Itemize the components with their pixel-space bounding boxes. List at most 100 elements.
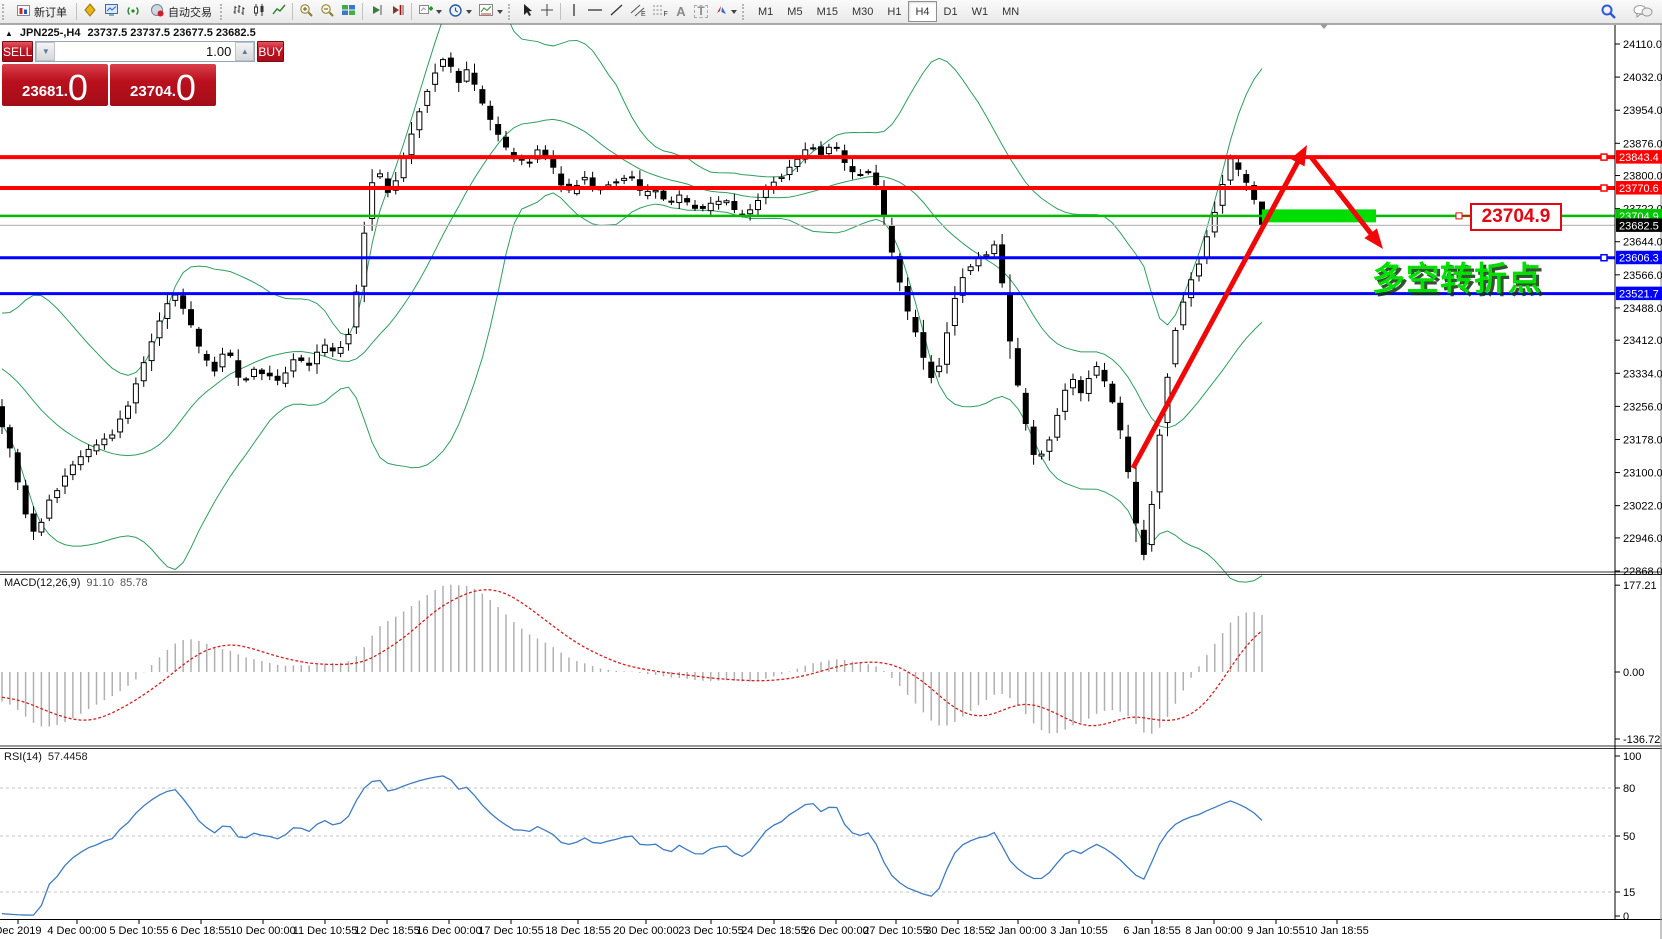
- svg-text:E: E: [641, 11, 646, 17]
- tf-mn[interactable]: MN: [1002, 5, 1020, 18]
- svg-text:23843.4: 23843.4: [1619, 152, 1659, 164]
- auto-trading-button[interactable]: 自动交易: [144, 2, 218, 21]
- chinese-annotation: 多空转折点: [1372, 260, 1542, 297]
- tf-w1[interactable]: W1: [971, 5, 989, 18]
- svg-text:5 Dec 10:55: 5 Dec 10:55: [109, 925, 168, 937]
- fibonacci-button[interactable]: F: [649, 2, 671, 21]
- new-order-label: 新订单: [34, 6, 67, 19]
- tf-m1[interactable]: M1: [758, 5, 774, 18]
- new-order-icon: [17, 4, 31, 20]
- candle-chart-button[interactable]: [249, 2, 269, 21]
- bar-chart-button[interactable]: [229, 2, 249, 21]
- svg-text:2 Jan 00:00: 2 Jan 00:00: [989, 925, 1047, 937]
- svg-text:3 Jan 10:55: 3 Jan 10:55: [1050, 925, 1108, 937]
- sell-button[interactable]: SELL: [2, 41, 34, 62]
- tf-h1[interactable]: H1: [887, 5, 902, 18]
- collapse-triangle-icon: ▲: [5, 28, 13, 38]
- text-button[interactable]: A: [671, 2, 691, 21]
- svg-text:4 Dec 00:00: 4 Dec 00:00: [47, 925, 106, 937]
- crosshair-icon: [540, 3, 554, 20]
- horizontal-line-button[interactable]: [584, 2, 606, 21]
- svg-text:0.00: 0.00: [1623, 667, 1644, 679]
- arrows-icon: [714, 3, 728, 20]
- svg-text:100: 100: [1623, 751, 1641, 763]
- signal-button[interactable]: [123, 2, 144, 21]
- lamp-button[interactable]: [80, 2, 101, 21]
- tf-h4[interactable]: H4: [908, 1, 937, 22]
- tf-d1[interactable]: D1: [943, 5, 958, 18]
- auto-trading-label: 自动交易: [168, 6, 212, 19]
- trend-arrows[interactable]: [1130, 145, 1383, 470]
- rsi-value: 57.4458: [47, 751, 88, 763]
- templates-button[interactable]: [475, 2, 506, 21]
- svg-text:Dec 2019: Dec 2019: [0, 925, 42, 937]
- zoom-out-button[interactable]: [317, 2, 338, 21]
- price-axis: 24110.024032.023954.023876.023800.023722…: [1615, 39, 1662, 578]
- chat-button[interactable]: [1630, 2, 1656, 21]
- line-chart-icon: [272, 3, 286, 20]
- channel-icon: E: [630, 3, 646, 20]
- svg-text:23606.3: 23606.3: [1619, 253, 1659, 265]
- periods-button[interactable]: [445, 2, 475, 21]
- buy-button[interactable]: BUY: [257, 41, 285, 62]
- splitter-handle-icon[interactable]: [1318, 22, 1330, 29]
- sell-price-main: 23681: [22, 83, 64, 100]
- chat-icon: [1633, 5, 1653, 19]
- volume-spinner: ▼ ▲: [35, 41, 256, 62]
- tf-m15[interactable]: M15: [816, 5, 838, 18]
- crosshair-button[interactable]: [537, 2, 557, 21]
- tile-windows-icon: [341, 3, 356, 20]
- channel-button[interactable]: E: [627, 2, 649, 21]
- line-chart-button[interactable]: [269, 2, 289, 21]
- svg-text:-136.72: -136.72: [1623, 734, 1660, 746]
- templates-icon: [478, 3, 494, 20]
- svg-text:23566.0: 23566.0: [1623, 270, 1662, 282]
- svg-text:23256.0: 23256.0: [1623, 401, 1662, 413]
- trendline-icon: [609, 3, 624, 20]
- cursor-icon: [521, 3, 534, 20]
- highlight-box[interactable]: [1262, 209, 1376, 223]
- bb-upper: [1, 0, 1263, 376]
- search-button[interactable]: [1597, 2, 1620, 21]
- tile-windows-button[interactable]: [338, 2, 359, 21]
- svg-text:15: 15: [1623, 887, 1635, 899]
- price-callout[interactable]: 23704.9: [1470, 203, 1562, 231]
- arrows-button[interactable]: [711, 2, 740, 21]
- buy-price-main: 23704: [130, 83, 172, 100]
- svg-text:20 Dec 00:00: 20 Dec 00:00: [613, 925, 678, 937]
- svg-text:23876.0: 23876.0: [1623, 138, 1662, 150]
- volume-decrease-button[interactable]: ▼: [36, 42, 56, 61]
- svg-text:23488.0: 23488.0: [1623, 303, 1662, 315]
- svg-text:6 Jan 18:55: 6 Jan 18:55: [1123, 925, 1181, 937]
- new-order-button[interactable]: 新订单: [11, 2, 73, 21]
- svg-text:23644.0: 23644.0: [1623, 237, 1662, 249]
- chart-shift-button[interactable]: [387, 2, 408, 21]
- lamp-icon: [83, 3, 98, 20]
- one-click-trade-panel: SELL ▼ ▲ BUY 23681.0 23704.0: [2, 41, 285, 106]
- volume-increase-button[interactable]: ▲: [235, 42, 255, 61]
- svg-text:10 Jan 18:55: 10 Jan 18:55: [1305, 925, 1369, 937]
- tf-m30[interactable]: M30: [851, 5, 874, 18]
- periods-icon: [448, 3, 463, 21]
- volume-input[interactable]: [55, 42, 236, 61]
- zoom-in-button[interactable]: [296, 2, 317, 21]
- macd-signal-value: 85.78: [119, 577, 148, 589]
- rsi-line: [1, 775, 1263, 916]
- vertical-line-button[interactable]: [564, 2, 584, 21]
- buy-price-box[interactable]: 23704. 0: [110, 64, 216, 106]
- indicators-button[interactable]: [415, 2, 445, 21]
- macd-main-value: 91.10: [86, 577, 114, 589]
- up-trend-arrow: [1130, 157, 1302, 470]
- auto-scroll-icon: [369, 3, 384, 20]
- trendline-button[interactable]: [606, 2, 627, 21]
- svg-text:23 Dec 10:55: 23 Dec 10:55: [678, 925, 743, 937]
- auto-scroll-button[interactable]: [366, 2, 387, 21]
- sell-price-box[interactable]: 23681. 0: [2, 64, 108, 106]
- text-label-button[interactable]: T: [691, 2, 711, 21]
- tf-m5[interactable]: M5: [787, 5, 803, 18]
- cursor-button[interactable]: [517, 2, 537, 21]
- bb-lower: [1, 192, 1263, 583]
- market-watch-button[interactable]: [101, 2, 123, 21]
